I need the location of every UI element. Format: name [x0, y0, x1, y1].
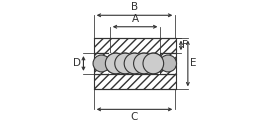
Text: A: A — [132, 14, 139, 24]
Circle shape — [105, 53, 126, 74]
Bar — [160, 53, 176, 74]
Text: E: E — [190, 58, 197, 68]
Circle shape — [160, 55, 176, 72]
Circle shape — [105, 53, 126, 74]
Text: B: B — [131, 2, 138, 12]
Bar — [94, 74, 176, 89]
Circle shape — [93, 55, 110, 72]
Circle shape — [134, 53, 154, 74]
Bar — [109, 53, 160, 74]
Circle shape — [124, 53, 145, 74]
Text: D: D — [73, 58, 81, 68]
Text: F: F — [182, 40, 187, 50]
Circle shape — [143, 53, 164, 74]
Circle shape — [115, 53, 135, 74]
Circle shape — [115, 53, 135, 74]
Bar — [94, 53, 109, 74]
Circle shape — [143, 53, 164, 74]
Circle shape — [134, 53, 154, 74]
Text: C: C — [131, 112, 138, 122]
Bar — [94, 38, 176, 53]
Circle shape — [124, 53, 145, 74]
